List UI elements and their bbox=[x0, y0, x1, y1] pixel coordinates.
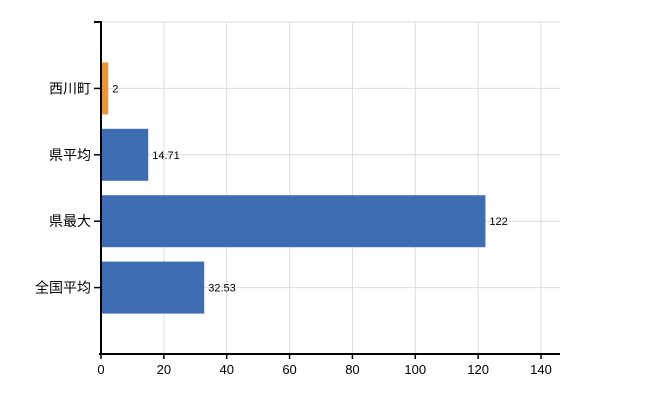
value-label: 122 bbox=[489, 216, 507, 228]
value-label: 14.71 bbox=[152, 150, 180, 162]
category-label: 県最大 bbox=[49, 213, 91, 229]
category-label: 西川町 bbox=[49, 80, 91, 96]
x-tick-label: 100 bbox=[404, 362, 426, 377]
x-tick-label: 40 bbox=[219, 362, 233, 377]
bar bbox=[102, 261, 205, 314]
bar bbox=[102, 128, 149, 181]
category-label: 全国平均 bbox=[35, 280, 91, 296]
value-label: 32.53 bbox=[208, 283, 236, 295]
x-tick-label: 120 bbox=[467, 362, 489, 377]
x-tick-label: 60 bbox=[282, 362, 296, 377]
x-tick-label: 0 bbox=[97, 362, 104, 377]
value-label: 2 bbox=[112, 83, 118, 95]
bar bbox=[102, 62, 109, 115]
bar bbox=[102, 195, 486, 248]
category-label: 県平均 bbox=[49, 147, 91, 163]
x-tick-label: 20 bbox=[157, 362, 171, 377]
x-tick-label: 140 bbox=[530, 362, 552, 377]
x-tick-label: 80 bbox=[345, 362, 359, 377]
